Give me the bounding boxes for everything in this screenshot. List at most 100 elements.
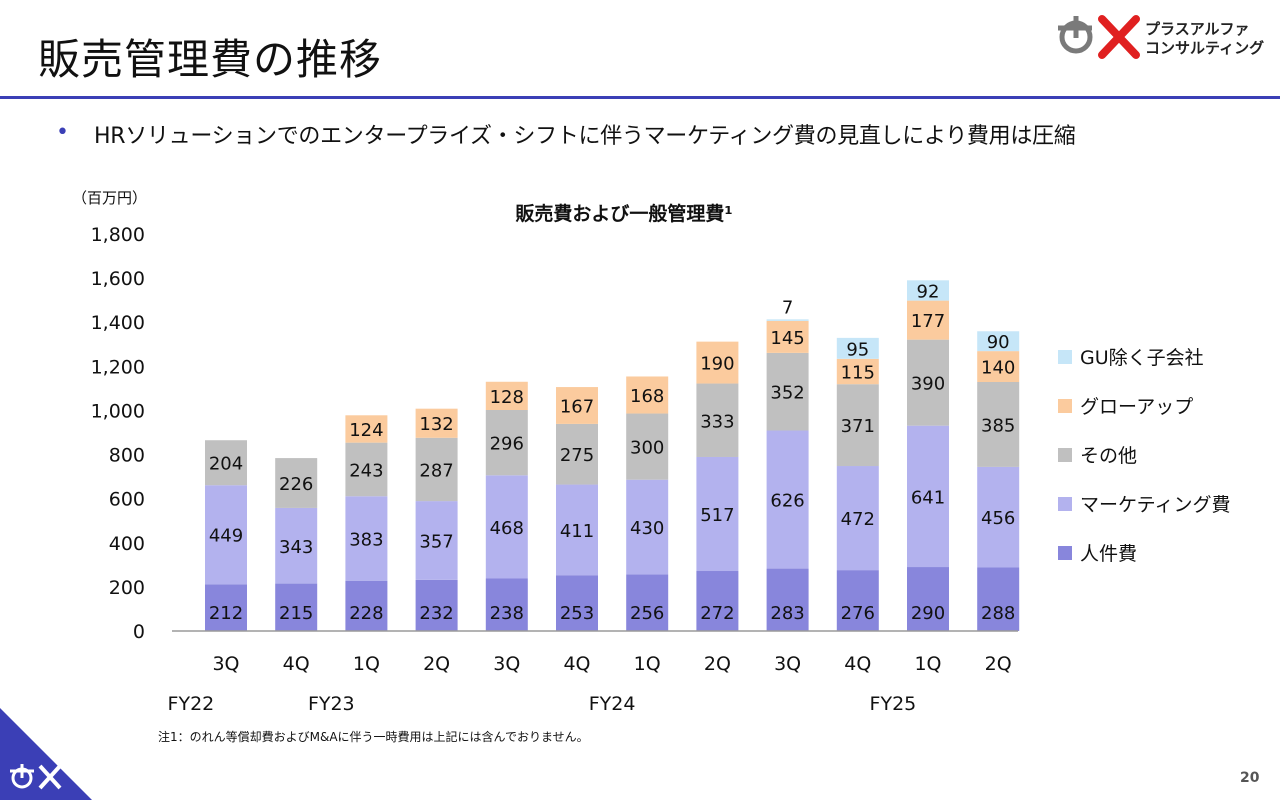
y-tick-label: 1,000 bbox=[91, 400, 145, 422]
data-label: 343 bbox=[279, 537, 313, 558]
bar-segment bbox=[696, 571, 739, 631]
bar-segment bbox=[836, 570, 879, 631]
data-label: 145 bbox=[770, 328, 804, 349]
data-label: 212 bbox=[209, 603, 243, 624]
fiscal-year-label: FY24 bbox=[589, 693, 636, 715]
data-label: 430 bbox=[630, 518, 664, 539]
data-label: 456 bbox=[981, 508, 1015, 529]
y-tick-label: 200 bbox=[109, 577, 145, 599]
x-tick-label: 1Q bbox=[634, 653, 661, 675]
bar-segment bbox=[907, 300, 949, 340]
bar-segment bbox=[907, 425, 949, 568]
data-label: 140 bbox=[981, 358, 1015, 379]
bar-segment bbox=[766, 430, 809, 569]
data-label: 243 bbox=[349, 460, 383, 481]
data-label: 272 bbox=[700, 603, 734, 624]
x-tick-label: 3Q bbox=[493, 653, 520, 675]
x-tick-label: 2Q bbox=[985, 653, 1012, 675]
x-tick-label: 2Q bbox=[704, 653, 731, 675]
company-logo-text: プラスアルファ コンサルティング bbox=[1145, 20, 1264, 58]
bar-segment bbox=[836, 384, 879, 467]
data-label: 92 bbox=[917, 281, 940, 302]
data-label: 449 bbox=[209, 526, 243, 547]
bar-segment bbox=[556, 423, 598, 485]
legend-label: GU除く子会社 bbox=[1080, 347, 1204, 369]
data-label: 352 bbox=[770, 383, 804, 404]
bar-segment bbox=[696, 456, 739, 572]
fiscal-year-label: FY22 bbox=[168, 693, 215, 715]
legend-swatch bbox=[1058, 448, 1072, 462]
logo-line-2: コンサルティング bbox=[1145, 39, 1265, 57]
bar-segment bbox=[415, 501, 458, 580]
data-label: 296 bbox=[490, 434, 524, 455]
bar-segment bbox=[766, 320, 809, 353]
bar-segment bbox=[556, 484, 598, 576]
data-label: 215 bbox=[279, 603, 313, 624]
legend-swatch bbox=[1058, 497, 1072, 511]
sga-stacked-bar-chart: （百万円） 販売費および一般管理費¹ 0 200 400 600 800 1,000 1,200… bbox=[72, 189, 1230, 715]
y-tick-label: 1,600 bbox=[91, 268, 145, 290]
bar-segment bbox=[556, 575, 598, 631]
data-label: 124 bbox=[349, 420, 383, 441]
bar-segment bbox=[485, 475, 528, 579]
bar-segment bbox=[696, 341, 739, 384]
logo-line-1: プラスアルファ bbox=[1145, 20, 1250, 38]
bar-segment bbox=[205, 440, 247, 486]
bar-segment bbox=[415, 437, 458, 502]
bar-segment bbox=[275, 583, 318, 631]
x-tick-label: 1Q bbox=[353, 653, 380, 675]
bar-segment bbox=[977, 351, 1020, 382]
corner-logo-icon bbox=[0, 708, 92, 800]
bar-segment bbox=[977, 331, 1020, 352]
fiscal-year-label: FY25 bbox=[870, 693, 917, 715]
bar-segment bbox=[345, 442, 388, 497]
data-label: 228 bbox=[349, 603, 383, 624]
data-label: 371 bbox=[841, 416, 875, 437]
legend-swatch bbox=[1058, 546, 1072, 560]
legend-swatch bbox=[1058, 350, 1072, 364]
company-logo-icon bbox=[1058, 15, 1140, 59]
x-tick-label: 4Q bbox=[563, 653, 590, 675]
data-label: 641 bbox=[911, 487, 945, 508]
data-label: 468 bbox=[490, 518, 524, 539]
legend-label: マーケティング費 bbox=[1080, 494, 1230, 516]
legend-label: その他 bbox=[1080, 445, 1137, 467]
title-divider bbox=[0, 96, 1280, 99]
bar-segment bbox=[345, 580, 388, 631]
bullet-icon: • bbox=[56, 120, 69, 145]
chart-title: 販売費および一般管理費¹ bbox=[515, 202, 732, 225]
bar-segment bbox=[275, 458, 318, 508]
x-tick-label: 4Q bbox=[283, 653, 310, 675]
data-label: 357 bbox=[419, 531, 453, 552]
y-tick-label: 400 bbox=[109, 533, 145, 555]
data-label: 288 bbox=[981, 603, 1015, 624]
data-label: 283 bbox=[770, 603, 804, 624]
bar-segment bbox=[415, 408, 458, 438]
footnote: 注1：のれん等償却費およびM&Aに伴う一時費用は上記には含んでおりません。 bbox=[158, 730, 589, 744]
bar-segment bbox=[977, 466, 1020, 568]
data-label: 333 bbox=[700, 411, 734, 432]
bar-segment bbox=[345, 415, 388, 443]
bar-segment bbox=[485, 381, 528, 411]
data-label: 115 bbox=[841, 363, 875, 384]
data-label: 7 bbox=[782, 297, 793, 318]
bar-segment bbox=[977, 567, 1020, 631]
data-label: 276 bbox=[841, 603, 875, 624]
bullet-text: HRソリューションでのエンタープライズ・シフトに伴うマーケティング費の見直しによ… bbox=[94, 124, 1076, 149]
data-label: 383 bbox=[349, 529, 383, 550]
data-label: 128 bbox=[490, 387, 524, 408]
x-tick-label: 2Q bbox=[423, 653, 450, 675]
bar-segment bbox=[907, 567, 949, 631]
data-label: 132 bbox=[419, 414, 453, 435]
bar-segment bbox=[626, 574, 669, 631]
data-label: 472 bbox=[841, 509, 875, 530]
data-label: 167 bbox=[560, 396, 594, 417]
bar-segment bbox=[836, 358, 879, 385]
bar-segment bbox=[485, 410, 528, 476]
bar-segment bbox=[485, 578, 528, 631]
data-label: 300 bbox=[630, 438, 664, 459]
bar-segment bbox=[696, 383, 739, 457]
page-title: 販売管理費の推移 bbox=[38, 35, 383, 84]
y-tick-label: 1,400 bbox=[91, 312, 145, 334]
data-label: 232 bbox=[419, 603, 453, 624]
